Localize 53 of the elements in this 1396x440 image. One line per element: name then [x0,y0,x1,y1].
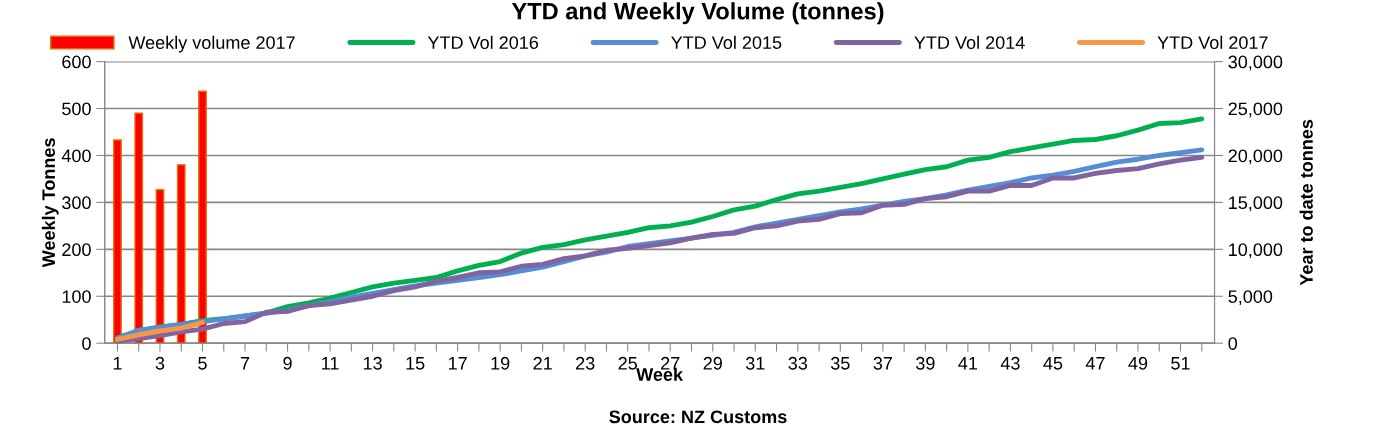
x-tick-label: 13 [363,356,382,370]
y2-tick-label: 30,000 [1228,55,1283,71]
line-series [115,320,205,342]
x-tick-label: 35 [830,356,850,370]
y-axis-title: Weekly Tonnes [41,138,59,268]
legend-label: YTD Vol 2016 [427,35,539,49]
x-tick-label: 21 [533,356,552,370]
x-tick-label: 43 [1000,356,1020,370]
y2-tick-label: 5,000 [1228,290,1273,306]
bar [113,139,122,344]
y-tick-label: 600 [62,55,91,69]
y-tick-label: 100 [62,290,91,303]
x-tick-label: 23 [576,356,595,370]
x-tick-label: 25 [618,356,637,370]
x-tick-label: 1 [113,357,122,370]
bar [176,164,186,344]
x-tick-label: 3 [155,356,165,370]
y-tick-label: 300 [62,196,91,210]
x-tick-label: 29 [703,356,722,370]
x-tick-label: 15 [406,357,425,370]
x-tick-label: 19 [491,356,510,370]
x-tick-label: 51 [1171,357,1190,370]
x-tick-label: 7 [240,357,250,370]
source-note: Source: NZ Customs [609,410,787,424]
x-tick-label: 47 [1085,357,1105,370]
chart-title: YTD and Weekly Volume (tonnes) [511,2,884,25]
y2-tick-label: 25,000 [1228,102,1283,118]
x-tick-label: 9 [283,356,292,370]
y-tick-label: 0 [82,337,91,350]
y2-tick-label: 20,000 [1228,149,1283,165]
x-tick-label: 45 [1043,357,1063,370]
legend-label: YTD Vol 2017 [1157,35,1268,49]
x-tick-label: 39 [916,356,935,370]
x-tick-label: 33 [788,356,808,370]
legend-label: Weekly volume 2017 [128,35,295,53]
y-tick-label: 400 [61,149,91,163]
y2-tick-label: 15,000 [1229,196,1283,212]
x-tick-label: 49 [1128,356,1148,370]
x-tick-label: 37 [873,356,892,370]
x-tick-label: 41 [958,357,978,370]
legend-label: YTD Vol 2015 [671,35,782,49]
y2-tick-label: 10,000 [1229,243,1283,259]
legend-label: YTD Vol 2014 [914,35,1025,49]
bar [198,90,207,344]
y2-tick-label: 0 [1228,337,1238,350]
y2-axis-title: Year to date tonnes [1299,119,1313,286]
x-tick-label: 31 [745,356,765,370]
y-tick-label: 200 [62,243,91,257]
y-tick-label: 500 [62,102,91,116]
x-tick-label: 5 [198,357,207,370]
bar [134,112,144,344]
x-tick-label: 17 [448,357,467,370]
x-tick-label: 11 [322,357,339,370]
